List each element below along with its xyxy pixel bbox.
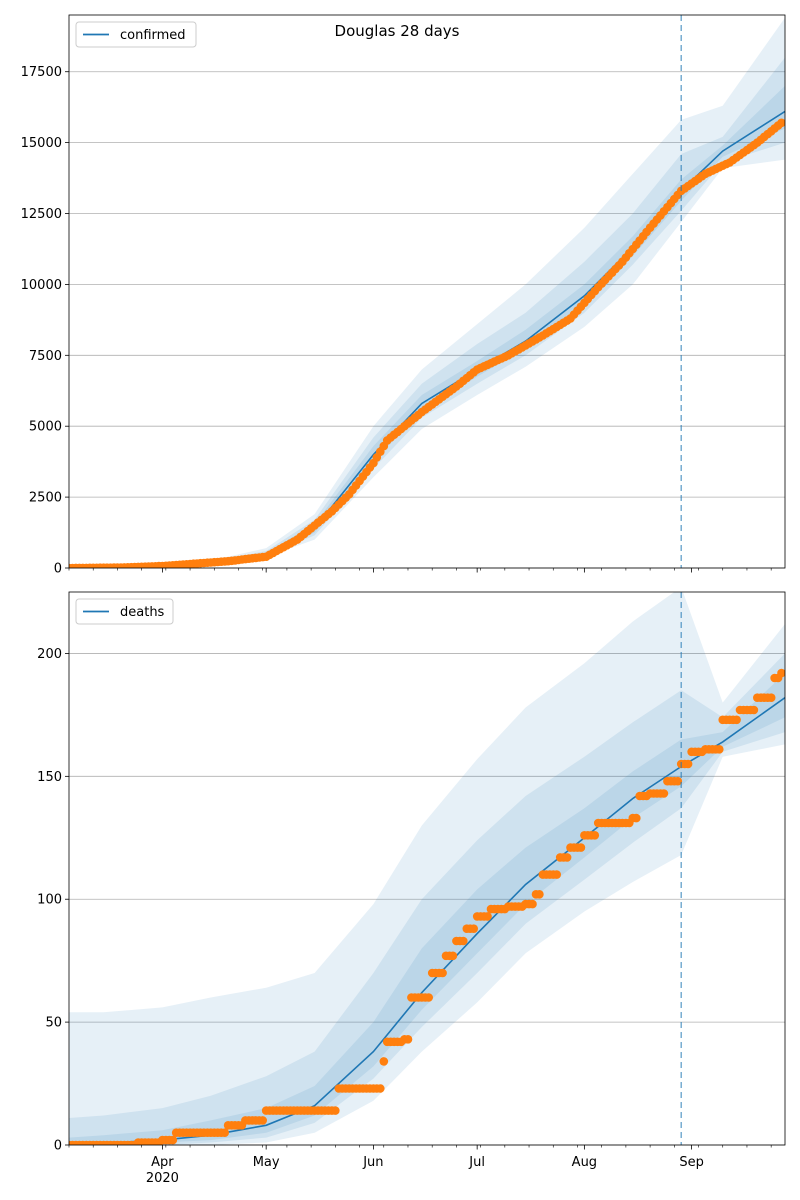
plot-area [69, 592, 785, 1145]
legend: deaths [75, 598, 174, 625]
observed-point [403, 1035, 413, 1044]
mid-band [69, 653, 785, 1145]
legend: confirmed [75, 21, 197, 48]
observed-point [632, 813, 641, 823]
legend-box [75, 21, 197, 48]
observed-point [562, 853, 572, 862]
y-tick-label: 15000 [21, 136, 62, 151]
observed-point [168, 1135, 178, 1145]
axes-frame [68, 591, 786, 1146]
observed-point [777, 668, 785, 678]
y-tick-label: 10000 [21, 278, 62, 293]
x-tick-label: Sep [679, 1155, 704, 1170]
observed-point [379, 1057, 389, 1066]
observed-point [683, 759, 693, 769]
observed-point [576, 843, 586, 852]
y-tick-label: 0 [54, 1139, 62, 1154]
observed-point [220, 1128, 229, 1137]
observed-point [535, 890, 544, 899]
y-tick-label: 150 [37, 770, 62, 785]
x-tick-label: Apr [151, 1155, 174, 1170]
x-tick-label: Jun [362, 1155, 383, 1170]
y-tick-label: 200 [37, 647, 62, 662]
y-tick-label: 100 [37, 893, 62, 908]
observed-point [552, 870, 561, 879]
legend-box [75, 598, 174, 625]
y-tick-label: 17500 [21, 65, 62, 80]
observed-point [469, 924, 479, 933]
chart-title: Douglas 28 days [335, 22, 460, 40]
observed-point [777, 118, 785, 128]
observed-point [528, 899, 537, 909]
confirmed-panel: 0 2500 5000 7500 10000 12500 15000 17500 confirm… [21, 14, 786, 577]
observed-point [659, 789, 669, 798]
legend-label: deaths [120, 605, 165, 620]
axes-frame [68, 14, 786, 569]
plot-area [69, 17, 785, 568]
observed-point [673, 776, 683, 786]
y-tick-label: 0 [54, 562, 62, 577]
y-tick-label: 5000 [29, 420, 62, 435]
observed-point [258, 1116, 268, 1125]
observed-point [749, 705, 759, 715]
legend-label: confirmed [120, 28, 186, 43]
observed-point [331, 1106, 340, 1115]
observed-point [483, 912, 492, 921]
observed-point [590, 831, 600, 840]
observed-point [424, 993, 434, 1002]
x-tick-label: Jul [468, 1155, 485, 1170]
x-tick-label: May [253, 1155, 280, 1170]
y-tick-label: 50 [45, 1016, 62, 1031]
observed-point [438, 968, 447, 978]
observed-point [766, 693, 776, 702]
outer-band [69, 17, 785, 568]
observed-point [715, 745, 724, 754]
observed-point [448, 951, 458, 961]
y-tick-label: 2500 [29, 491, 62, 506]
observed-point [732, 715, 741, 725]
observed-point [376, 1084, 385, 1093]
x-tick-label: Aug [572, 1155, 597, 1170]
y-tick-label: 12500 [21, 207, 62, 222]
y-tick-label: 7500 [29, 349, 62, 364]
x-year-label: 2020 [146, 1171, 179, 1186]
outer-band [69, 592, 785, 1145]
observed-point [459, 936, 468, 946]
